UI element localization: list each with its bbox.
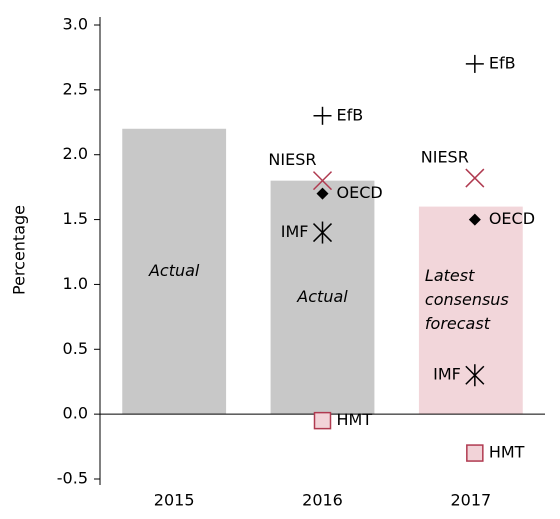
marker-shape <box>313 411 332 430</box>
marker-shape <box>468 213 481 226</box>
marker-label: IMF <box>433 365 461 384</box>
marker <box>465 168 485 188</box>
y-tick-label: 0.5 <box>63 339 88 358</box>
marker-label: OECD <box>337 183 383 202</box>
x-tick-label: 2017 <box>450 491 491 510</box>
bar-label: Latest <box>425 266 475 285</box>
marker <box>313 106 332 125</box>
y-tick-label: 3.0 <box>63 15 88 34</box>
marker-label: HMT <box>337 410 373 429</box>
x-tick-label: 2016 <box>302 491 343 510</box>
marker-stroke <box>465 168 485 188</box>
marker-label: EfB <box>489 53 516 72</box>
marker <box>465 54 484 73</box>
marker-label: IMF <box>281 222 309 241</box>
marker <box>312 171 333 191</box>
marker-label: HMT <box>489 443 525 462</box>
marker <box>465 364 485 387</box>
marker-shape <box>316 187 329 200</box>
marker-label: NIESR <box>421 148 469 167</box>
marker <box>316 187 329 200</box>
bar <box>270 180 375 415</box>
marker-label: OECD <box>489 209 535 228</box>
marker-label: NIESR <box>268 150 316 169</box>
y-axis-label: Percentage <box>10 205 29 295</box>
marker-stroke <box>312 171 333 191</box>
y-tick-label: 1.5 <box>63 209 88 228</box>
bar-label: Actual <box>148 261 200 280</box>
x-tick-label: 2015 <box>154 491 195 510</box>
bar-label: forecast <box>425 314 491 333</box>
bar-label: Actual <box>296 287 348 306</box>
y-tick-label: 2.5 <box>63 79 88 98</box>
marker <box>466 444 484 462</box>
y-tick-label: -0.5 <box>57 469 88 488</box>
y-tick-label: 0.0 <box>63 404 88 423</box>
y-tick-label: 2.0 <box>63 144 88 163</box>
y-tick-label: 1.0 <box>63 274 88 293</box>
marker-shape <box>466 444 484 462</box>
bar <box>122 128 227 415</box>
marker <box>468 213 481 226</box>
marker <box>313 411 332 430</box>
marker-label: EfB <box>337 105 364 124</box>
marker <box>312 221 333 244</box>
bar-label: consensus <box>425 290 509 309</box>
